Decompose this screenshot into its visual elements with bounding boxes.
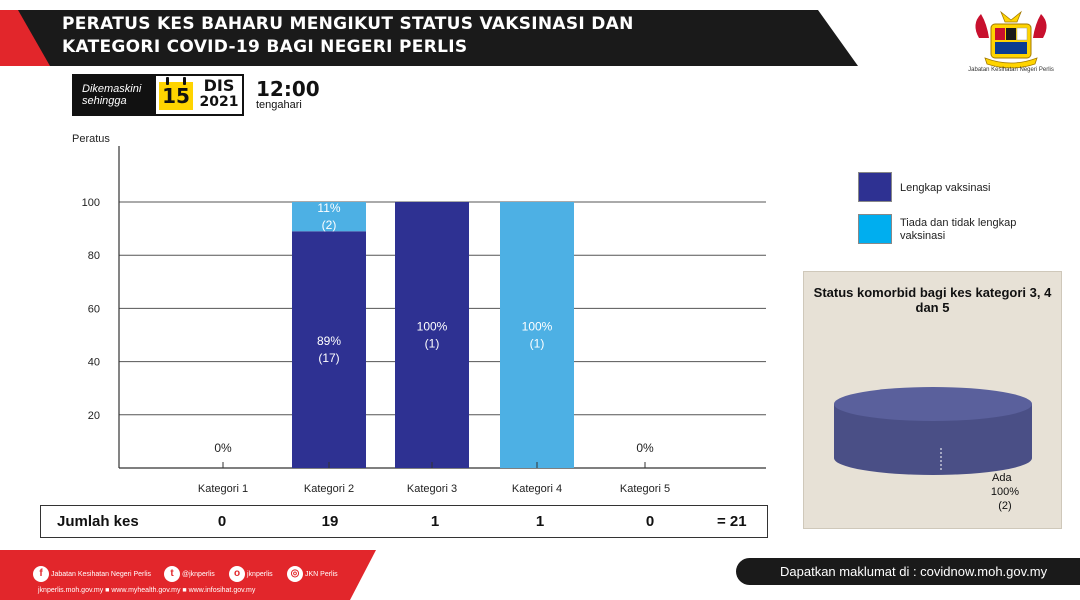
update-period: tengahari xyxy=(256,99,302,111)
twitter-icon: t xyxy=(164,566,180,582)
y-tick-label: 20 xyxy=(88,410,100,422)
comorbid-title: Status komorbid bagi kes kategori 3, 4 d… xyxy=(813,285,1052,315)
social-label: jknperlis xyxy=(247,570,273,578)
legend-label-fully-vaccinated: Lengkap vaksinasi xyxy=(900,182,991,194)
bar-segment xyxy=(395,202,469,468)
total-cases-value: 0 xyxy=(217,513,227,530)
data-label: 100% xyxy=(417,320,448,334)
update-day-number: 15 xyxy=(162,84,190,108)
social-label: Jabatan Kesihatan Negeri Perlis xyxy=(51,570,152,578)
y-tick-label: 40 xyxy=(88,357,100,369)
bar-segment xyxy=(500,202,574,468)
footer-social-banner xyxy=(0,550,380,600)
footer-social-instagram[interactable]: o jknperlis xyxy=(229,566,273,582)
calendar-ring-icon xyxy=(166,77,169,85)
crest-caption: Jabatan Kesihatan Negeri Perlis xyxy=(968,67,1054,73)
legend-swatch-not-fully-vaccinated xyxy=(858,214,892,244)
total-cases-sum: = 21 xyxy=(717,513,747,530)
update-day: 15 xyxy=(159,77,193,110)
data-label: 11% xyxy=(317,201,340,215)
facebook-icon: f xyxy=(33,566,49,582)
x-tick-label: Kategori 4 xyxy=(512,483,562,495)
x-tick-label: Kategori 1 xyxy=(198,483,248,495)
update-label: Dikemaskini sehingga xyxy=(74,76,156,114)
total-cases-value: 1 xyxy=(430,513,440,530)
footer-links[interactable]: jknperlis.moh.gov.my ■ www.myhealth.gov.… xyxy=(38,587,256,594)
pie-label-percent: 100% xyxy=(990,486,1020,498)
page-title-line-2: KATEGORI COVID-19 BAGI NEGERI PERLIS xyxy=(62,37,468,57)
pie-label-name: Ada xyxy=(992,472,1012,484)
malaysia-crest-icon xyxy=(975,10,1047,69)
calendar-ring-icon xyxy=(183,77,186,85)
footer-social-twitter[interactable]: t @jknperlis xyxy=(164,566,215,582)
legend-label-not-fully-vaccinated: Tiada dan tidak lengkap vaksinasi xyxy=(900,217,1017,242)
x-tick-label: Kategori 3 xyxy=(407,483,457,495)
jkn-icon: ◎ xyxy=(287,566,303,582)
y-tick-label: 60 xyxy=(88,303,100,315)
social-label: @jknperlis xyxy=(182,570,215,578)
footer-source[interactable]: Dapatkan maklumat di : covidnow.moh.gov.… xyxy=(736,558,1080,585)
social-label: JKN Perlis xyxy=(305,570,338,578)
update-stamp: Dikemaskini sehingga 15 DIS 2021 xyxy=(72,74,244,116)
data-label: 0% xyxy=(214,441,232,455)
total-cases-value: 1 xyxy=(535,513,545,530)
y-axis-label: Peratus xyxy=(72,133,110,145)
x-tick-label: Kategori 5 xyxy=(620,483,670,495)
data-label: (1) xyxy=(530,337,545,351)
legend-swatch-fully-vaccinated xyxy=(858,172,892,202)
total-cases-value: 0 xyxy=(645,513,655,530)
header-banner xyxy=(0,0,860,66)
data-label: 89% xyxy=(317,334,341,348)
page-title-line-1: PERATUS KES BAHARU MENGIKUT STATUS VAKSI… xyxy=(62,14,634,34)
data-label: 0% xyxy=(636,441,654,455)
x-tick-label: Kategori 2 xyxy=(304,483,354,495)
footer-social-facebook[interactable]: f Jabatan Kesihatan Negeri Perlis xyxy=(33,566,151,582)
y-tick-label: 100 xyxy=(82,197,100,209)
total-cases-value: 19 xyxy=(321,513,339,530)
update-year: 2021 xyxy=(199,94,239,110)
data-label: (2) xyxy=(322,218,337,232)
total-cases-row: Jumlah kes 0 19 1 1 0 = 21 xyxy=(40,505,768,538)
pie-label-count: (2) xyxy=(998,500,1012,512)
data-label: (17) xyxy=(318,351,339,365)
update-time: 12:00 xyxy=(256,77,320,101)
bar-segment xyxy=(292,202,366,232)
footer-social-jkn[interactable]: ◎ JKN Perlis xyxy=(287,566,338,582)
instagram-icon: o xyxy=(229,566,245,582)
y-tick-label: 80 xyxy=(88,250,100,262)
total-cases-label: Jumlah kes xyxy=(57,513,139,530)
update-month: DIS xyxy=(203,76,235,95)
data-label: (1) xyxy=(425,337,440,351)
bar-segment xyxy=(292,231,366,468)
data-label: 100% xyxy=(522,320,553,334)
